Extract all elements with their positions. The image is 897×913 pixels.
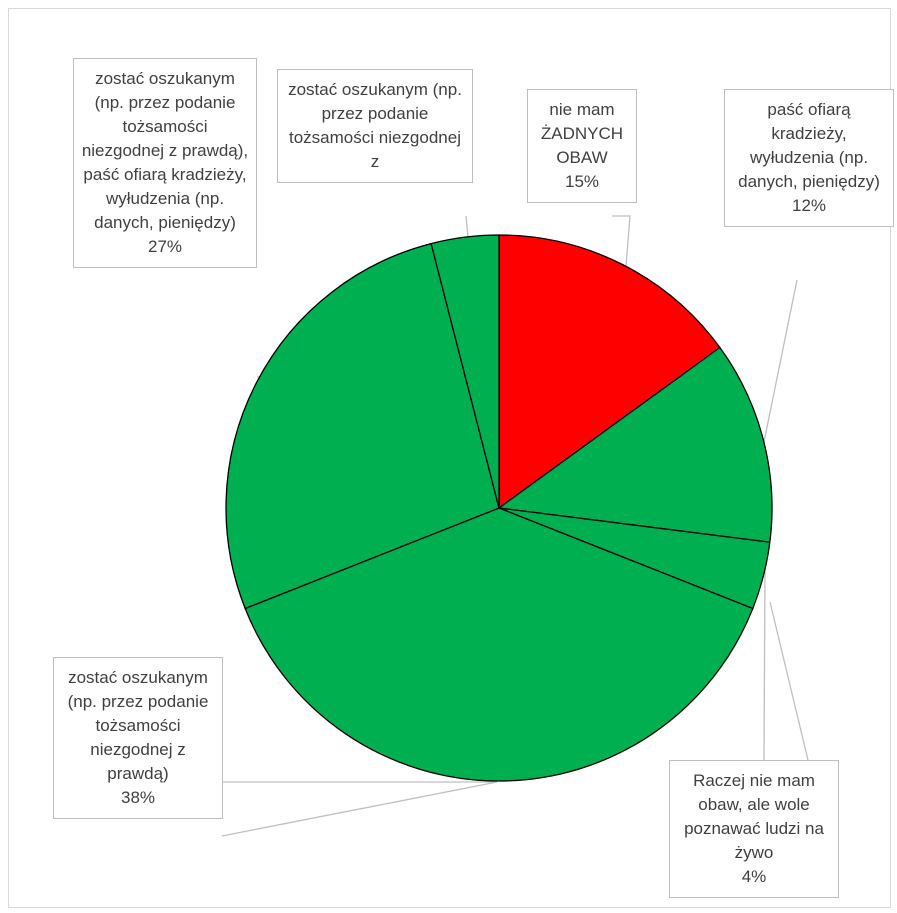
slice-deceived-and-theft [225, 242, 500, 610]
data-label-deceived-and-theft: zostać oszukanym (np. przez podanie tożs… [73, 58, 257, 268]
slice-theft-fraud [497, 346, 773, 543]
data-label-deceived-truncated: zostać oszukanym (np. przez podanie tożs… [277, 69, 473, 183]
slice-no-concerns [498, 234, 721, 510]
leader-deceived-truncated [465, 215, 469, 238]
leader-prefer-in-person-a [763, 569, 766, 761]
data-label-no-concerns: nie mam ŻADNYCH OBAW 15% [527, 89, 637, 203]
leader-prefer-in-person-b [769, 601, 809, 761]
leader-theft-fraud [763, 279, 798, 443]
leader-deceived-b [221, 781, 498, 837]
leader-lines [221, 215, 809, 837]
leader-no-concerns [612, 215, 631, 267]
data-label-deceived: zostać oszukanym (np. przez podanie tożs… [53, 657, 223, 819]
slice-deceived-truncated [430, 234, 500, 509]
chart-frame [8, 8, 891, 908]
data-label-theft-fraud: paść ofiarą kradzieży, wyłudzenia (np. d… [724, 89, 894, 227]
data-label-prefer-in-person: Raczej nie mam obaw, ale wole poznawać l… [669, 760, 839, 898]
pie-slices [225, 234, 773, 782]
slice-deceived [244, 507, 754, 782]
